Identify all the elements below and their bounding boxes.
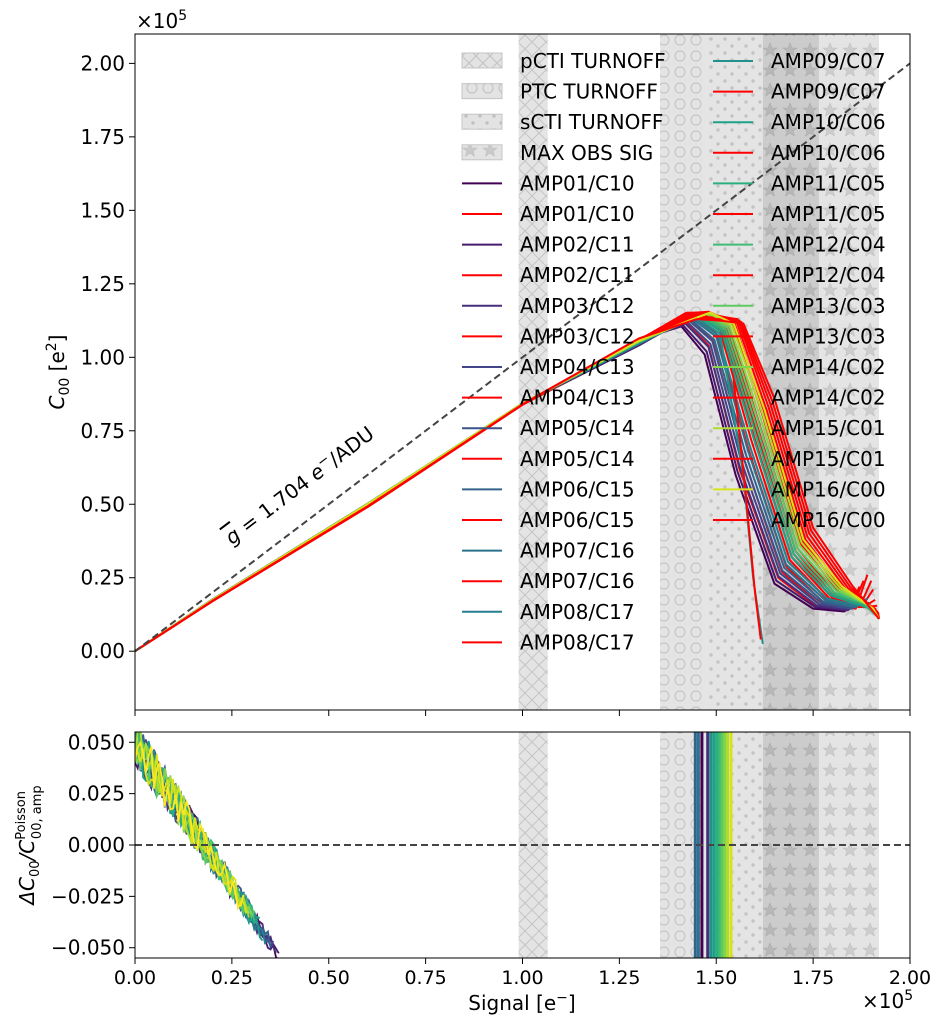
legend-label: AMP08/C17 (520, 600, 635, 624)
residual-lines (135, 732, 280, 958)
legend-patch (461, 144, 503, 161)
legend-patch (461, 113, 503, 130)
legend-label: AMP01/C10 (520, 202, 635, 226)
legend-label: sCTI TURNOFF (520, 110, 663, 134)
y-tick-label: 1.25 (80, 272, 125, 296)
series-line (135, 318, 880, 653)
region-band (518, 34, 548, 710)
legend-label: AMP05/C14 (520, 416, 635, 440)
y-tick-label: 0.75 (80, 419, 125, 443)
legend-label: PTC TURNOFF (520, 80, 658, 104)
x-tick-label: 0.50 (308, 967, 350, 989)
x-tick-label: 2.00 (889, 967, 931, 989)
x-axis-label: Signal [e−] (468, 990, 575, 1015)
top-panel: 0.00 0.25 0.50 0.75 1.00 1.25 1.50 1.75 2.00 ×10… (44, 8, 911, 716)
legend: pCTI TURNOFF PTC TURNOFF sCTI TURNOFF MAX O… (461, 49, 886, 654)
legend-label: AMP09/C07 (771, 49, 886, 73)
y-tick-label: 0.050 (68, 730, 125, 754)
legend-label: pCTI TURNOFF (520, 49, 666, 73)
y-tick-label: 1.00 (80, 345, 125, 369)
legend-label: AMP13/C03 (771, 294, 886, 318)
x-tick-label: 0.25 (211, 967, 253, 989)
legend-label: AMP06/C15 (520, 508, 635, 532)
legend-label: AMP03/C12 (520, 324, 635, 348)
bottom-y-axis-label: ΔC00/CPoisson00, amp (14, 785, 45, 906)
y-tick-label: 1.50 (80, 198, 125, 222)
residual-line (135, 740, 245, 909)
x-tick-label: 1.25 (598, 967, 640, 989)
bottom-panel: 0.050 0.025 0.000 −0.025 −0.050 0.00 0.25 0.50… (14, 730, 931, 1015)
legend-label: AMP07/C16 (520, 539, 635, 563)
region-bands (518, 34, 879, 710)
legend-label: AMP02/C11 (520, 233, 635, 257)
x-offset-text: ×105 (862, 988, 913, 1013)
series-line (135, 311, 880, 653)
y-tick-label: −0.050 (51, 936, 125, 960)
legend-label: AMP07/C16 (520, 569, 635, 593)
gain-reference-line (135, 62, 910, 653)
legend-label: AMP15/C01 (771, 447, 886, 471)
legend-patch (461, 83, 503, 100)
bottom-x-ticks: 0.00 0.25 0.50 0.75 1.00 1.25 1.50 1.75 2.00 (114, 958, 931, 989)
x-tick-label: 1.75 (792, 967, 834, 989)
y-offset-text: ×105 (136, 8, 187, 33)
legend-label: MAX OBS SIG (520, 141, 653, 165)
top-x-ticks (134, 710, 911, 716)
legend-label: AMP09/C07 (771, 80, 886, 104)
y-tick-label: 0.50 (80, 492, 125, 516)
y-tick-label: −0.025 (51, 884, 125, 908)
legend-label: AMP12/C04 (771, 233, 886, 257)
legend-label: AMP14/C02 (771, 355, 886, 379)
legend-label: AMP03/C12 (520, 294, 635, 318)
x-tick-label: 1.50 (695, 967, 737, 989)
y-tick-label: 1.75 (80, 125, 125, 149)
legend-label: AMP15/C01 (771, 416, 886, 440)
legend-label: AMP10/C06 (771, 141, 886, 165)
bottom-y-ticks: 0.050 0.025 0.000 −0.025 −0.050 (51, 730, 135, 960)
legend-label: AMP02/C11 (520, 263, 635, 287)
region-band (660, 34, 707, 710)
x-tick-label: 0.75 (404, 967, 446, 989)
y-tick-label: 0.025 (68, 782, 125, 806)
legend-label: AMP01/C10 (520, 171, 635, 195)
legend-label: AMP11/C05 (771, 171, 886, 195)
top-y-ticks: 0.00 0.25 0.50 0.75 1.00 1.25 1.50 1.75 2.00 (80, 51, 135, 663)
legend-label: AMP12/C04 (771, 263, 886, 287)
legend-label: AMP08/C17 (520, 630, 635, 654)
x-tick-label: 0.00 (114, 967, 156, 989)
legend-label: AMP05/C14 (520, 447, 635, 471)
y-tick-label: 2.00 (80, 51, 125, 75)
y-tick-label: 0.25 (80, 566, 125, 590)
legend-patch (461, 52, 503, 69)
legend-label: AMP06/C15 (520, 477, 635, 501)
series-lines (135, 310, 880, 653)
legend-label: AMP04/C13 (520, 386, 635, 410)
legend-label: AMP16/C00 (771, 508, 886, 532)
x-tick-label: 1.00 (501, 967, 543, 989)
legend-label: AMP16/C00 (771, 477, 886, 501)
y-tick-label: 0.00 (80, 639, 125, 663)
legend-label: AMP04/C13 (520, 355, 635, 379)
legend-label: AMP11/C05 (771, 202, 886, 226)
legend-label: AMP14/C02 (771, 386, 886, 410)
legend-label: AMP10/C06 (771, 110, 886, 134)
y-tick-label: 0.000 (68, 833, 125, 857)
top-y-axis-label: C00 [e2] (44, 335, 73, 410)
legend-label: AMP13/C03 (771, 324, 886, 348)
